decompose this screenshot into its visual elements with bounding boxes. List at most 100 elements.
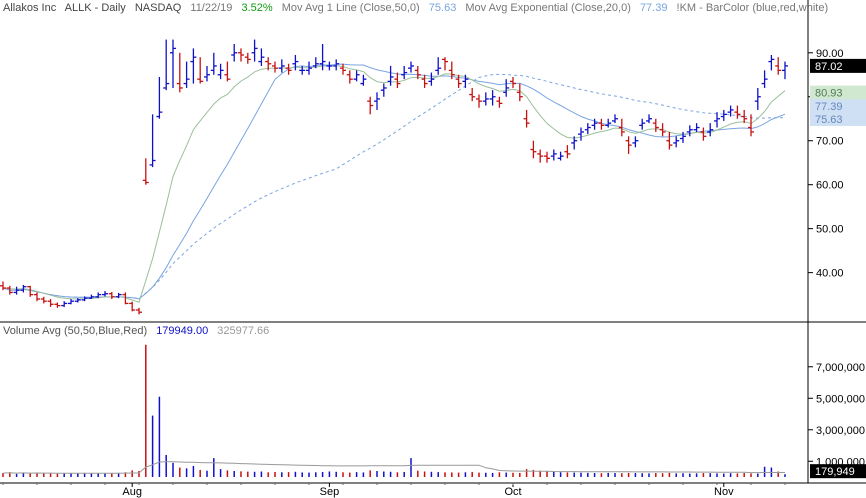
company-name: Allakos Inc: [3, 2, 57, 14]
x-tick-label: Sep: [320, 486, 340, 498]
ohlc-bar: [612, 114, 618, 124]
ohlc-bar: [122, 292, 129, 305]
ohlc-bar: [591, 118, 598, 130]
ohlc-bar: [197, 57, 204, 84]
ohlc-bar: [503, 79, 510, 97]
ohlc-bar: [530, 140, 537, 159]
last-value-badge: 87.02: [810, 58, 866, 73]
ohlc-bar: [625, 136, 632, 154]
ohlc-bar: [401, 65, 408, 80]
price-tick-label: 70.00: [816, 136, 844, 148]
ohlc-bar: [652, 118, 659, 132]
ohlc-bar: [775, 57, 782, 75]
ticker-label: ALLK - Daily: [64, 2, 126, 14]
date-label: 11/22/19: [190, 2, 233, 14]
ohlc-bar: [686, 125, 693, 137]
ohlc-bar: [489, 90, 496, 106]
ohlc-bar: [741, 109, 748, 124]
ohlc-bar: [285, 63, 292, 75]
ohlc-bar: [176, 52, 183, 93]
ohlc-bar: [734, 105, 741, 119]
ohlc-bar: [367, 96, 374, 115]
ohlc-bar: [374, 92, 380, 110]
ohlc-bar: [136, 307, 142, 315]
ohlc-bar: [210, 52, 217, 75]
ohlc-bar: [326, 61, 333, 71]
ohlc-bar: [312, 57, 319, 69]
ohlc-bar: [768, 54, 775, 71]
ohlc-bar: [163, 39, 170, 91]
ma1-value: 75.63: [428, 2, 457, 14]
ohlc-bar: [129, 301, 136, 312]
price-bars: [0, 39, 788, 315]
x-tick-label: Nov: [714, 486, 734, 498]
ohlc-bar: [149, 114, 156, 168]
ohlc-bar: [469, 87, 476, 102]
ohlc-bar: [74, 298, 81, 303]
ohlc-bar: [516, 83, 523, 102]
x-tick-label: Aug: [122, 486, 142, 498]
volume-avg-value: 325977.66: [217, 325, 270, 337]
ohlc-bar: [673, 136, 680, 148]
ohlc-bar: [244, 52, 251, 64]
ohlc-bar: [27, 285, 34, 297]
sma-long-dashed-line: [2, 73, 786, 299]
ohlc-bar: [435, 57, 442, 75]
volume-average-line: [2, 461, 785, 474]
last-value-text: 75.63: [815, 114, 843, 126]
exchange-label: NASDAQ: [134, 2, 182, 14]
ohlc-bar: [224, 61, 231, 82]
ohlc-bar: [306, 61, 312, 75]
ohlc-bar: [380, 83, 387, 97]
ohlc-bar: [115, 292, 122, 299]
ohlc-bar: [272, 61, 278, 73]
volume-bars: [2, 344, 786, 477]
ohlc-bar: [251, 39, 258, 62]
last-value-text: 77.39: [815, 101, 843, 113]
volume-tick-label: 3,000,000: [816, 425, 865, 437]
ohlc-bar: [190, 48, 197, 84]
ohlc-bar: [707, 123, 714, 137]
ohlc-bar: [204, 65, 210, 82]
ema-line: [2, 65, 786, 303]
ohlc-bar: [81, 296, 88, 302]
price-tick-label: 50.00: [816, 224, 844, 236]
ohlc-bar: [292, 54, 299, 71]
volume-label: Volume Avg (50,50,Blue,Red): [3, 325, 148, 337]
ohlc-bar: [659, 123, 666, 137]
last-value-bg: [810, 85, 866, 100]
ema-label: Mov Avg Exponential (Close,20,0): [465, 2, 631, 14]
volume-value: 179949.00: [156, 325, 209, 337]
last-value-badge: 75.63: [810, 111, 866, 126]
ohlc-bar: [598, 118, 605, 130]
ohlc-bar: [265, 57, 272, 71]
chart-header: Allakos Inc ALLK - Daily NASDAQ 11/22/19…: [3, 2, 834, 14]
ohlc-bar: [584, 123, 591, 135]
ohlc-bar: [408, 61, 414, 73]
ohlc-bar: [605, 118, 612, 128]
ohlc-bar: [550, 149, 557, 161]
ohlc-bar: [278, 59, 285, 73]
ohlc-bar: [34, 292, 40, 302]
volume-tick-label: 5,000,000: [816, 393, 865, 405]
ohlc-bar: [462, 74, 469, 88]
volume-last-bg: [810, 464, 866, 479]
ohlc-bar: [571, 136, 578, 150]
ohlc-bar: [333, 59, 340, 71]
ohlc-bar: [183, 61, 190, 88]
last-value-badge: 77.39: [810, 99, 866, 114]
volume-last-text: 179,949: [815, 466, 855, 478]
ohlc-bar: [340, 63, 346, 75]
volume-tick-label: 7,000,000: [816, 362, 865, 374]
ohlc-bar: [720, 109, 727, 121]
ohlc-bar: [387, 65, 394, 86]
ohlc-bar: [68, 299, 74, 305]
ohlc-bar: [442, 57, 448, 71]
volume-header: Volume Avg (50,50,Blue,Red) 179949.00 32…: [3, 325, 275, 337]
ohlc-bar: [476, 94, 482, 108]
last-value-bg: [810, 99, 866, 114]
barcolor-label: !KM - BarColor (blue,red,white): [676, 2, 829, 14]
ohlc-bar: [578, 127, 584, 141]
sma-line: [2, 63, 786, 300]
ohlc-bar: [639, 118, 646, 130]
